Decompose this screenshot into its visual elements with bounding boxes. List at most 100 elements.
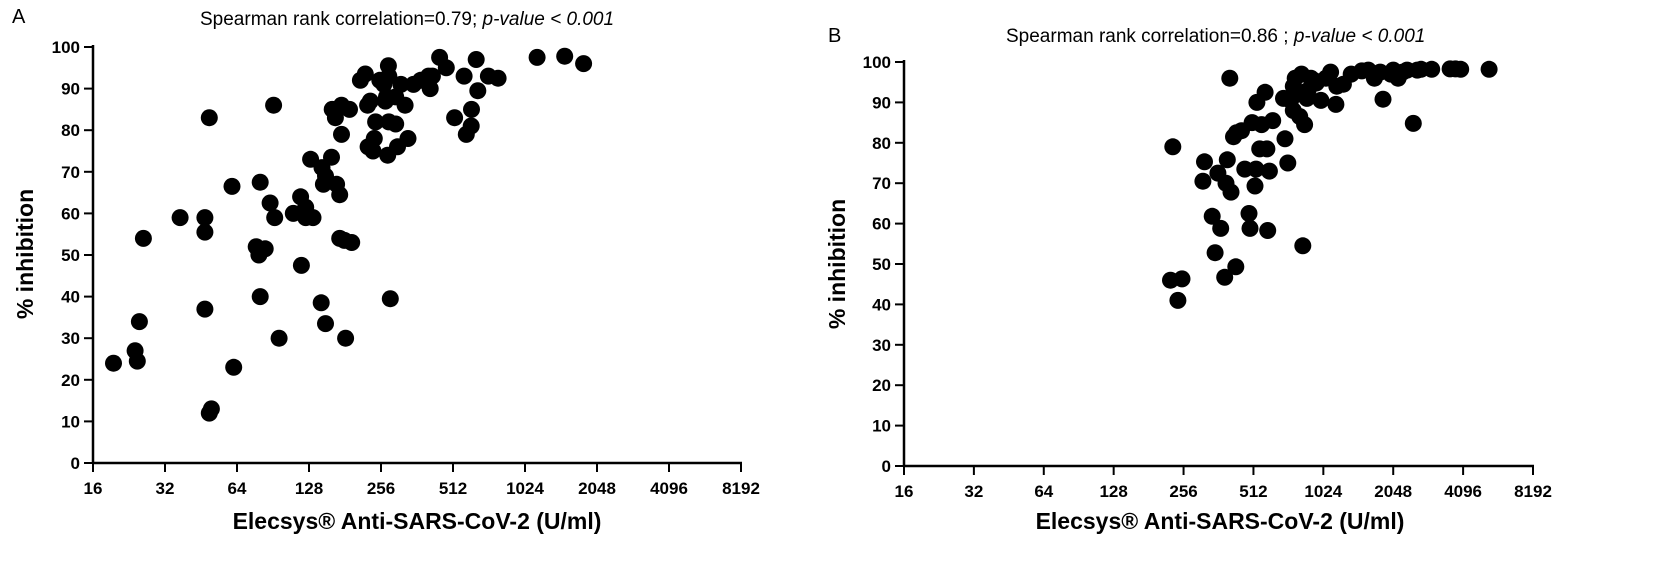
panel-b-correlation-title: Spearman rank correlation=0.86 ; p-value… — [1006, 26, 1425, 47]
panel-b-data-point — [1404, 114, 1422, 132]
panel-a-x-tick-label: 4096 — [650, 479, 688, 498]
panel-a-data-point — [331, 186, 349, 204]
panel-a-correlation-title: Spearman rank correlation=0.79; p-value … — [200, 9, 614, 30]
panel-a-data-point — [387, 115, 405, 133]
panel-a-scatter-chart: A Spearman rank correlation=0.79; p-valu… — [12, 6, 760, 534]
panel-a-data-point — [392, 75, 410, 93]
panel-b-data-point — [1276, 130, 1294, 148]
panel-b-y-tick-label: 90 — [872, 93, 891, 112]
panel-b-data-point — [1222, 183, 1240, 201]
panel-a-x-tick-label: 16 — [84, 479, 103, 498]
panel-b-data-point — [1227, 258, 1245, 276]
panel-b-x-ticks: 16 32 64 128 256 512 1024 2048 4096 8192 — [895, 466, 1552, 501]
panel-b-x-tick-label: 2048 — [1374, 482, 1412, 501]
panel-a-data-point — [223, 177, 241, 195]
panel-b-data-point — [1279, 154, 1297, 172]
panel-a-title-text: Spearman rank correlation=0.79; — [200, 9, 483, 30]
panel-a-x-axis-title: Elecsys® Anti-SARS-CoV-2 (U/ml) — [233, 508, 602, 534]
panel-a-x-tick-label: 8192 — [722, 479, 760, 498]
panel-a-data-point — [323, 148, 340, 166]
panel-a-data-point — [467, 51, 485, 68]
panel-a-data-point — [556, 47, 574, 65]
panel-b-x-tick-label: 128 — [1099, 482, 1127, 501]
panel-b-data-point — [1327, 95, 1345, 113]
panel-a-data-point — [364, 142, 382, 160]
panel-a-x-tick-label: 64 — [228, 479, 247, 498]
panel-a-data-point — [196, 223, 214, 241]
panel-b-y-tick-label: 10 — [872, 417, 891, 436]
panel-a-data-point — [196, 209, 214, 227]
panel-b-data-point — [1256, 83, 1274, 101]
panel-a-data-point — [446, 109, 464, 127]
panel-a-data-point — [356, 65, 374, 83]
panel-a-data-point — [251, 173, 269, 191]
panel-b-title-pvalue: p-value < 0.001 — [1293, 26, 1426, 47]
panel-a-data-point — [202, 400, 220, 418]
panel-b-axes — [902, 60, 1534, 468]
panel-a-data-point — [462, 117, 480, 135]
panel-a-data-point — [317, 315, 334, 333]
panel-b-y-tick-label: 100 — [863, 53, 891, 72]
panel-b-data-point — [1246, 177, 1264, 195]
panel-a-y-tick-label: 20 — [61, 371, 80, 390]
panel-a-x-tick-label: 512 — [439, 479, 467, 498]
panel-a-letter: A — [12, 6, 26, 28]
panel-b-data-point — [1240, 205, 1258, 222]
panel-b-x-tick-label: 16 — [895, 482, 914, 501]
panel-a-data-point — [200, 109, 218, 127]
panel-a-data-point — [266, 209, 284, 227]
panel-a-y-axis-title: % inhibition — [12, 189, 38, 319]
panel-b-data-point — [1374, 90, 1392, 108]
panel-a-data-point — [196, 300, 214, 318]
panel-a-data-point — [361, 92, 379, 110]
panel-b-y-tick-label: 30 — [872, 336, 891, 355]
panel-a-data-point — [333, 125, 350, 143]
panel-b-data-point — [1258, 140, 1276, 158]
panel-a-y-tick-label: 0 — [71, 454, 80, 473]
panel-a-data-point — [265, 96, 283, 114]
panel-b-data-point — [1247, 160, 1265, 178]
panel-a-data-point — [128, 352, 146, 370]
panel-a-data-point — [337, 329, 355, 347]
panel-a-axes — [91, 45, 742, 465]
panel-a-x-tick-label: 1024 — [506, 479, 544, 498]
panel-b-scatter-chart: B Spearman rank correlation=0.86 ; p-val… — [824, 25, 1552, 534]
panel-a-y-tick-label: 40 — [61, 288, 80, 307]
panel-a-data-point — [421, 80, 439, 98]
panel-b-data-point — [1194, 172, 1212, 190]
panel-a-data-point — [134, 229, 152, 247]
panel-b-y-ticks: 0 10 20 30 40 50 60 70 80 90 100 — [863, 53, 904, 476]
panel-a-data-point — [380, 67, 398, 85]
panel-b-data-points — [1162, 60, 1498, 309]
panel-a-data-point — [396, 96, 414, 114]
panel-a-data-point — [437, 59, 455, 77]
panel-b-y-tick-label: 40 — [872, 295, 891, 314]
panel-b-data-point — [1221, 69, 1239, 87]
panel-a-y-tick-label: 50 — [61, 246, 80, 265]
panel-a-y-tick-label: 60 — [61, 204, 80, 223]
panel-a-data-point — [343, 234, 361, 251]
panel-b-y-tick-label: 50 — [872, 255, 891, 274]
panel-b-data-point — [1294, 237, 1312, 255]
panel-b-data-point — [1322, 63, 1340, 81]
panel-a-data-point — [423, 67, 441, 85]
panel-b-x-axis-title: Elecsys® Anti-SARS-CoV-2 (U/ml) — [1036, 508, 1405, 534]
panel-b-data-point — [1423, 60, 1441, 78]
panel-a-data-point — [463, 100, 480, 118]
panel-a-y-tick-label: 100 — [52, 38, 80, 57]
panel-b-y-tick-label: 20 — [872, 376, 891, 395]
panel-a-data-point — [304, 209, 322, 227]
panel-b-data-point — [1164, 138, 1182, 156]
panel-a-data-point — [381, 290, 399, 308]
panel-a-y-ticks: 0 10 20 30 40 50 60 70 80 90 100 — [52, 38, 93, 473]
panel-b-data-point — [1203, 207, 1221, 225]
panel-b-data-point — [1260, 162, 1278, 180]
panel-b-data-point — [1259, 222, 1277, 239]
panel-a-data-point — [365, 130, 383, 147]
panel-b-data-point — [1452, 60, 1470, 78]
panel-a-y-tick-label: 90 — [61, 80, 80, 99]
panel-a-data-point — [575, 55, 593, 73]
panel-b-data-point — [1173, 270, 1191, 288]
panel-a-x-ticks: 16 32 64 128 256 512 1024 2048 4096 8192 — [84, 463, 760, 498]
panel-b-x-tick-label: 256 — [1169, 482, 1197, 501]
